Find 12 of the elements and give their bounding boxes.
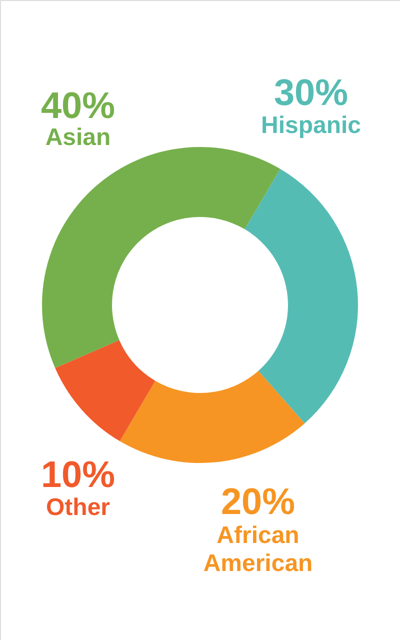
slice-label: African American xyxy=(203,522,313,577)
donut-slice xyxy=(42,147,280,368)
data-label: 40% xyxy=(40,85,116,126)
data-label: 20% xyxy=(220,481,296,522)
slice-label: Hispanic xyxy=(260,112,362,139)
donut-slice xyxy=(120,370,305,463)
donut-slice xyxy=(55,340,156,442)
data-label: 10% xyxy=(40,454,116,495)
donut-slice xyxy=(244,168,358,424)
slice-label: Asian xyxy=(45,124,111,151)
data-label: 30% xyxy=(274,72,348,113)
slice-label: Other xyxy=(46,494,110,521)
